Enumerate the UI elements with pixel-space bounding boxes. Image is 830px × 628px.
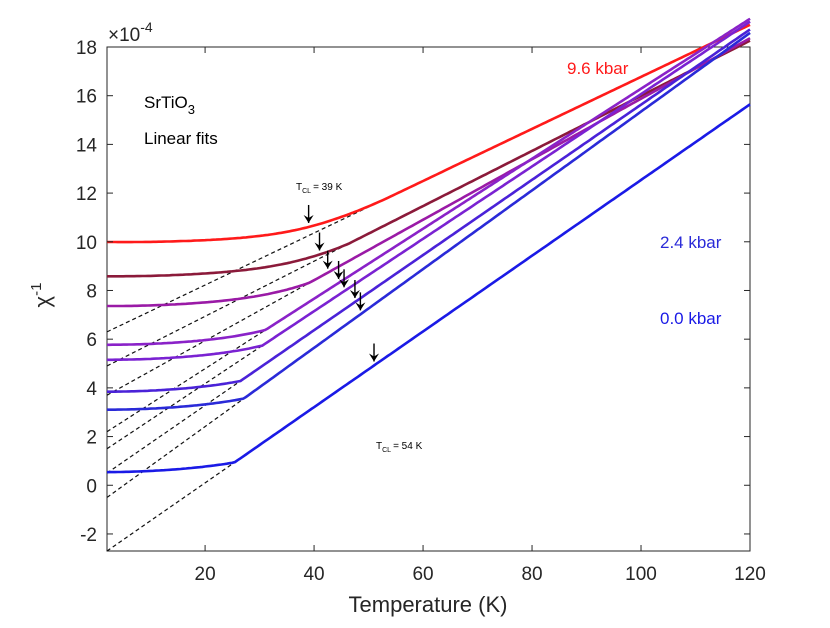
legend-label-9-6-kbar: 9.6 kbar <box>567 59 629 78</box>
tcl-top-label: TCL = 39 K <box>296 182 343 195</box>
x-tick-label: 100 <box>625 564 657 585</box>
tcl-arrow-head <box>339 279 350 288</box>
y-tick-label: 4 <box>86 379 97 400</box>
x-tick-label: 40 <box>303 564 324 585</box>
y-tick-label: 8 <box>86 281 97 302</box>
fit-label: Linear fits <box>144 129 218 148</box>
tcl-arrow-head <box>355 302 366 311</box>
tcl-arrow-head <box>314 242 325 251</box>
curve-6-4-kbar <box>107 37 751 308</box>
x-tick-label: 80 <box>521 564 542 585</box>
x-tick-label: 120 <box>734 564 766 585</box>
x-tick-label: 60 <box>412 564 433 585</box>
y-tick-label: 2 <box>86 428 97 449</box>
x-tick-label: 20 <box>195 564 216 585</box>
y-scale-factor: ×10-4 <box>108 19 153 46</box>
y-axis-label: χ-1 <box>28 283 55 308</box>
curve-9-6-kbar <box>107 23 751 244</box>
plot-frame <box>106 46 751 552</box>
axis-ticks: 20 40 60 80 100 120 -2 0 2 4 6 8 10 12 14 16 18 <box>76 38 766 585</box>
y-tick-label: 16 <box>76 87 97 108</box>
y-tick-label: 18 <box>76 38 97 59</box>
tcl-arrows <box>303 204 380 362</box>
y-tick-label: 10 <box>76 233 97 254</box>
legend-label-2-4-kbar: 2.4 kbar <box>660 233 722 252</box>
curve-0-0-kbar <box>106 103 751 474</box>
curve-4-0-kbar <box>107 20 751 362</box>
y-tick-label: 12 <box>76 184 97 205</box>
tcl-arrow-head <box>349 290 360 299</box>
material-label: SrTiO3 <box>144 93 195 117</box>
y-tick-label: -2 <box>80 525 97 546</box>
tcl-bottom-label: TCL = 54 K <box>376 441 423 454</box>
curve-3-2-kbar <box>107 28 751 394</box>
curve-4-8-kbar <box>107 17 751 347</box>
legend-label-0-0-kbar: 0.0 kbar <box>660 309 722 328</box>
tcl-arrow-head <box>322 260 333 269</box>
fit-line-3 <box>106 18 751 433</box>
y-tick-label: 0 <box>86 476 97 497</box>
x-axis-label: Temperature (K) <box>349 592 508 617</box>
tcl-arrow-head <box>333 270 344 279</box>
curve-2-4-kbar <box>107 31 751 412</box>
tcl-arrow-head <box>303 214 314 223</box>
data-curves <box>106 17 751 474</box>
tcl-arrow-head <box>369 353 380 362</box>
y-tick-label: 14 <box>76 135 98 156</box>
curve-8-0-kbar <box>107 39 751 278</box>
y-tick-label: 6 <box>86 330 97 351</box>
